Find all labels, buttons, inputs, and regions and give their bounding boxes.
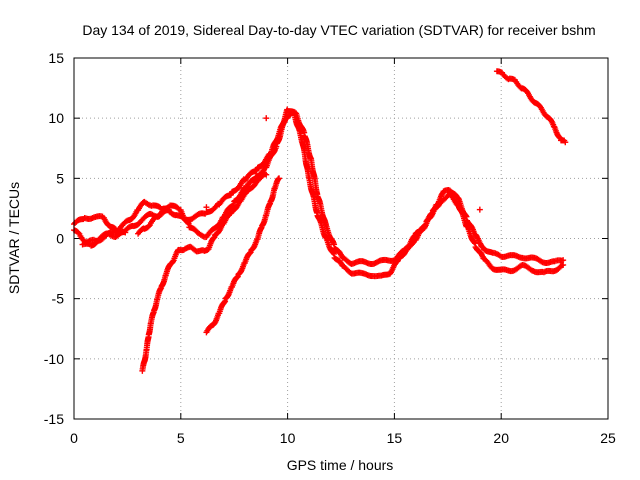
data-point xyxy=(476,206,483,213)
data-point xyxy=(560,261,567,268)
y-tick-label: -10 xyxy=(44,351,64,367)
series-track-e xyxy=(493,68,569,146)
series-track-f xyxy=(79,205,174,249)
x-tick-label: 10 xyxy=(280,430,296,446)
data-point xyxy=(122,229,129,236)
y-tick-label: -15 xyxy=(44,411,64,427)
y-tick-label: 15 xyxy=(48,50,64,66)
series-track-a xyxy=(71,106,567,268)
chart-title: Day 134 of 2019, Sidereal Day-to-day VTE… xyxy=(82,22,595,38)
data-point xyxy=(253,167,260,174)
series-outliers xyxy=(203,115,483,213)
data-point xyxy=(276,175,283,182)
data-point xyxy=(167,209,174,216)
y-tick-label: -5 xyxy=(52,291,65,307)
y-axis-label: SDTVAR / TECUs xyxy=(6,182,22,294)
x-tick-label: 0 xyxy=(70,430,78,446)
data-point xyxy=(203,204,210,211)
x-tick-label: 20 xyxy=(493,430,509,446)
data-point xyxy=(263,171,270,178)
x-tick-label: 25 xyxy=(600,430,616,446)
data-point xyxy=(227,191,234,198)
data-point xyxy=(145,223,152,230)
y-tick-label: 5 xyxy=(56,170,64,186)
x-axis-label: GPS time / hours xyxy=(287,457,394,473)
data-point xyxy=(75,229,82,236)
data-point xyxy=(562,139,569,146)
plot-frame xyxy=(73,57,609,420)
data-point xyxy=(263,115,270,122)
series-track-c xyxy=(139,170,270,374)
x-tick-label: 15 xyxy=(387,430,403,446)
data-point xyxy=(169,258,176,265)
data-points xyxy=(71,68,569,374)
x-tick-label: 5 xyxy=(177,430,185,446)
grid-lines xyxy=(74,58,608,419)
y-tick-label: 10 xyxy=(48,110,64,126)
y-axis-ticks: -15 -10 -5 0 5 10 15 xyxy=(44,50,608,427)
series-track-d xyxy=(203,175,283,336)
data-point xyxy=(262,170,269,177)
x-axis-ticks: 0 5 10 15 20 25 xyxy=(70,58,616,446)
y-tick-label: 0 xyxy=(56,231,64,247)
